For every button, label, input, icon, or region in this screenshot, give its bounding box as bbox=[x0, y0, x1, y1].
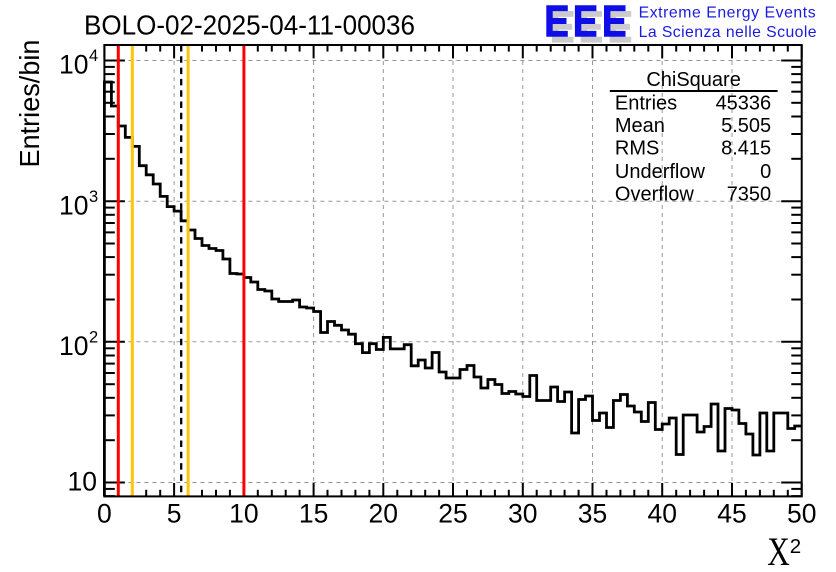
svg-text:Entries: Entries bbox=[615, 93, 677, 115]
svg-text:Overflow: Overflow bbox=[615, 183, 694, 205]
svg-text:BOLO-02-2025-04-11-00036: BOLO-02-2025-04-11-00036 bbox=[84, 9, 415, 40]
svg-text:10: 10 bbox=[229, 499, 258, 529]
svg-text:10: 10 bbox=[59, 331, 88, 361]
svg-text:2: 2 bbox=[790, 535, 801, 558]
svg-text:8.415: 8.415 bbox=[721, 137, 771, 159]
svg-text:15: 15 bbox=[299, 499, 328, 529]
svg-text:Extreme Energy Events: Extreme Energy Events bbox=[639, 5, 816, 22]
svg-text:10: 10 bbox=[68, 467, 97, 497]
svg-text:Mean: Mean bbox=[615, 115, 665, 137]
svg-text:45: 45 bbox=[717, 499, 746, 529]
svg-text:10: 10 bbox=[59, 190, 88, 220]
svg-text:Underflow: Underflow bbox=[615, 161, 706, 183]
svg-text:0: 0 bbox=[97, 499, 112, 529]
svg-text:25: 25 bbox=[438, 499, 467, 529]
svg-text:Entries/bin: Entries/bin bbox=[14, 40, 45, 168]
svg-text:La Scienza nelle Scuole: La Scienza nelle Scuole bbox=[639, 24, 817, 41]
svg-text:30: 30 bbox=[508, 499, 537, 529]
svg-text:50: 50 bbox=[787, 499, 816, 529]
svg-text:3: 3 bbox=[89, 188, 98, 206]
svg-text:10: 10 bbox=[59, 50, 88, 80]
svg-text:0: 0 bbox=[760, 161, 771, 183]
svg-text:5.505: 5.505 bbox=[721, 115, 771, 137]
svg-text:7350: 7350 bbox=[727, 183, 772, 205]
svg-text:5: 5 bbox=[167, 499, 182, 529]
svg-text:40: 40 bbox=[647, 499, 676, 529]
svg-text:RMS: RMS bbox=[615, 137, 659, 159]
svg-text:ChiSquare: ChiSquare bbox=[646, 69, 741, 91]
svg-text:45336: 45336 bbox=[716, 93, 772, 115]
svg-text:2: 2 bbox=[89, 328, 98, 346]
svg-text:X: X bbox=[767, 529, 790, 572]
svg-text:4: 4 bbox=[89, 47, 98, 65]
svg-text:35: 35 bbox=[578, 499, 607, 529]
svg-text:20: 20 bbox=[369, 499, 398, 529]
